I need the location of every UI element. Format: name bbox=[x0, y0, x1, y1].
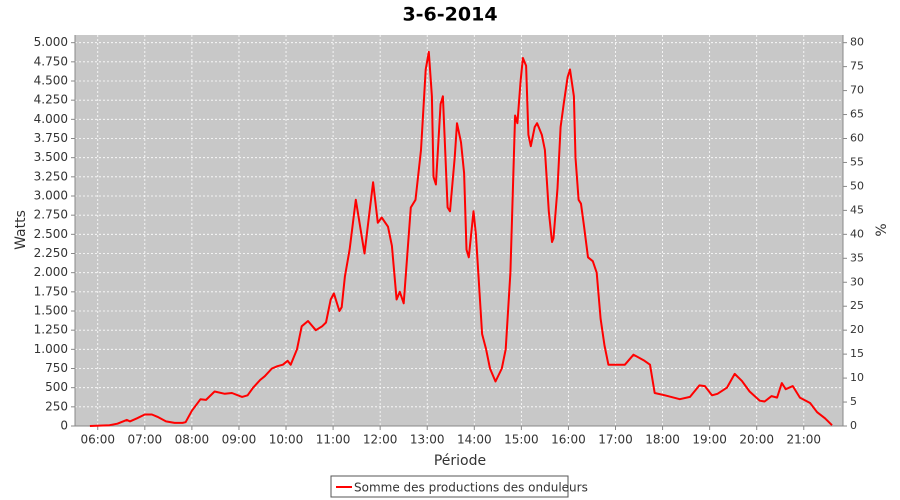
y-tick-label: 4.000 bbox=[34, 112, 68, 126]
y-tick-label: 1.000 bbox=[34, 342, 68, 356]
x-tick-label: 06:00 bbox=[80, 433, 115, 447]
y2-tick-label: 50 bbox=[850, 179, 864, 192]
x-tick-label: 16:00 bbox=[551, 433, 586, 447]
legend-label: Somme des productions des onduleurs bbox=[354, 481, 588, 495]
y-tick-label: 2.500 bbox=[34, 227, 68, 241]
x-tick-label: 07:00 bbox=[128, 433, 163, 447]
y2-tick-label: 30 bbox=[850, 275, 864, 288]
y-tick-label: 2.750 bbox=[34, 208, 68, 222]
x-tick-label: 10:00 bbox=[269, 433, 304, 447]
y-tick-label: 2.000 bbox=[34, 265, 68, 279]
y-tick-label: 500 bbox=[45, 380, 68, 394]
x-tick-label: 20:00 bbox=[739, 433, 774, 447]
data-line bbox=[89, 50, 833, 427]
x-tick-label: 17:00 bbox=[598, 433, 633, 447]
x-tick-label: 14:00 bbox=[457, 433, 492, 447]
y-tick-label: 1.250 bbox=[34, 323, 68, 337]
y-tick-label: 750 bbox=[45, 361, 68, 375]
x-tick-label: 11:00 bbox=[316, 433, 351, 447]
plot-area bbox=[75, 35, 843, 426]
y2-tick-label: 20 bbox=[850, 323, 864, 336]
y-tick-label: 4.750 bbox=[34, 54, 68, 68]
y2-tick-label: 80 bbox=[850, 36, 864, 49]
y2-axis-label: % bbox=[874, 223, 890, 236]
x-tick-label: 12:00 bbox=[363, 433, 398, 447]
y2-tick-label: 40 bbox=[850, 227, 864, 240]
y-tick-label: 3.750 bbox=[34, 131, 68, 145]
x-tick-label: 13:00 bbox=[410, 433, 445, 447]
y-axis-label: Watts bbox=[13, 210, 29, 250]
x-tick-label: 21:00 bbox=[786, 433, 821, 447]
y-tick-label: 4.250 bbox=[34, 93, 68, 107]
y2-tick-label: 25 bbox=[850, 299, 864, 312]
x-tick-label: 09:00 bbox=[222, 433, 257, 447]
y2-tick-label: 70 bbox=[850, 84, 864, 97]
y-tick-label: 3.250 bbox=[34, 169, 68, 183]
y2-tick-label: 10 bbox=[850, 371, 864, 384]
y2-tick-label: 35 bbox=[850, 251, 864, 264]
y-tick-label: 5.000 bbox=[34, 35, 68, 49]
y2-tick-label: 0 bbox=[850, 419, 857, 432]
y2-tick-label: 45 bbox=[850, 203, 864, 216]
x-tick-label: 18:00 bbox=[645, 433, 680, 447]
y2-tick-label: 75 bbox=[850, 60, 864, 73]
y2-tick-label: 15 bbox=[850, 347, 864, 360]
chart-title: 3-6-2014 bbox=[402, 4, 497, 26]
y2-tick-label: 65 bbox=[850, 108, 864, 121]
y-tick-label: 3.500 bbox=[34, 150, 68, 164]
y-tick-label: 1.750 bbox=[34, 284, 68, 298]
x-tick-label: 08:00 bbox=[175, 433, 210, 447]
x-tick-label: 15:00 bbox=[504, 433, 539, 447]
y2-tick-label: 55 bbox=[850, 155, 864, 168]
y-tick-label: 4.500 bbox=[34, 74, 68, 88]
y2-tick-label: 5 bbox=[850, 395, 857, 408]
y-tick-label: 1.500 bbox=[34, 304, 68, 318]
y-tick-label: 3.000 bbox=[34, 189, 68, 203]
y2-tick-label: 60 bbox=[850, 132, 864, 145]
y-tick-label: 0 bbox=[60, 419, 68, 433]
x-axis-label: Période bbox=[434, 453, 486, 469]
x-tick-label: 19:00 bbox=[692, 433, 727, 447]
legend bbox=[330, 475, 569, 498]
y-tick-label: 2.250 bbox=[34, 246, 68, 260]
y-tick-label: 250 bbox=[45, 399, 68, 413]
